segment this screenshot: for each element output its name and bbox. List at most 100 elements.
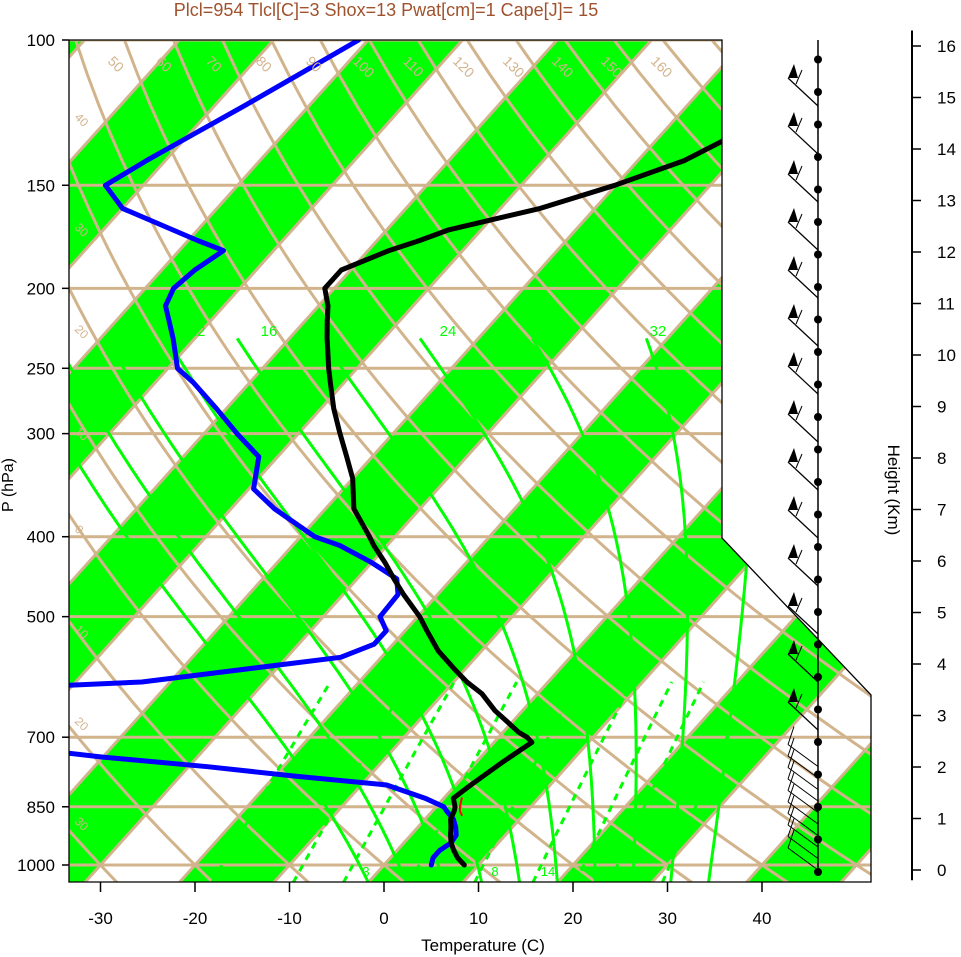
wind-barb-shaft — [787, 269, 819, 299]
wind-barb-flag — [795, 405, 803, 421]
pressure-tick-label: 100 — [27, 31, 55, 50]
x-axis-title: Temperature (C) — [421, 936, 545, 955]
temperature-tick-label: 30 — [658, 909, 677, 928]
isotherm-label-left: 40 — [72, 110, 92, 130]
mixing-ratio-line — [210, 681, 332, 882]
moist-adiabat-line — [69, 337, 408, 882]
wind-barb-pennant — [788, 352, 798, 366]
wind-barb-pennant — [788, 64, 798, 78]
temperature-band — [557, 40, 871, 882]
y-axis-title: P (hPa) — [0, 458, 17, 512]
wind-level-dot — [814, 315, 822, 324]
height-tick-label: 6 — [937, 552, 946, 571]
moist-adiabat-line — [644, 337, 689, 882]
wind-barb-pennant — [788, 544, 798, 558]
wind-barb-shaft — [787, 605, 819, 635]
wind-barb-shaft — [787, 173, 819, 203]
wind-level-dot — [814, 478, 822, 486]
parcel-path — [458, 797, 463, 817]
isotherm-label-right: 10 — [729, 336, 754, 361]
wind-barb-shaft — [787, 653, 819, 683]
temperature-band — [746, 40, 871, 882]
dewpoint-profile — [69, 40, 459, 868]
wind-barb-shaft — [787, 778, 819, 802]
wind-profile — [787, 40, 822, 876]
height-tick-label: 11 — [937, 295, 955, 314]
dry-adiabat-line — [269, 40, 871, 882]
wind-level-dot — [814, 348, 822, 356]
wind-level-dot — [814, 575, 822, 584]
wind-barb-pennant — [788, 496, 798, 510]
isotherm-label-right: 30 — [729, 116, 754, 141]
pressure-tick-label: 200 — [27, 279, 55, 298]
wind-barb-flag — [795, 357, 803, 373]
pressure-tick-label: 150 — [27, 176, 55, 195]
isotherm-label-top: 50 — [105, 53, 127, 75]
dry-adiabat-line — [367, 40, 871, 882]
isotherm-label-top: 120 — [450, 53, 478, 81]
isotherm-line — [69, 40, 748, 882]
wind-barb-flag — [795, 597, 803, 613]
moist-adiabat-line — [105, 337, 446, 882]
wind-barb-pennant — [788, 448, 798, 462]
wind-level-dot — [814, 413, 822, 421]
moist-adiabat-line — [418, 337, 597, 882]
wind-level-dot — [814, 120, 822, 129]
isotherm-line — [83, 40, 842, 882]
height-tick-label: 14 — [937, 140, 956, 159]
mixing-ratio-line — [473, 681, 579, 882]
wind-barb-pennant — [788, 160, 798, 174]
dry-adiabat-line — [69, 40, 598, 882]
dry-adiabat-line — [172, 40, 871, 882]
isotherm-label-right: 30 — [847, 641, 872, 666]
temperature-profile — [322, 40, 862, 868]
height-tick-label: 7 — [937, 501, 946, 520]
dry-adiabat-line — [69, 40, 693, 882]
pressure-tick-label: 700 — [27, 728, 55, 747]
wind-level-dot — [814, 380, 822, 389]
moist-adiabat-line — [165, 337, 484, 882]
wind-level-dot — [814, 803, 822, 811]
wind-barb-flag — [795, 309, 803, 325]
pressure-axis: 100 150 200 250 300 400 500 700 850 1000 — [17, 31, 69, 875]
dry-adiabat-line — [123, 40, 871, 882]
wind-barb-shaft — [787, 701, 819, 731]
wind-level-dot — [814, 608, 822, 616]
temperature-band — [69, 40, 652, 882]
mixing-ratio-line — [574, 681, 674, 882]
isotherm-line — [745, 40, 871, 882]
temperature-axis: -30 -20 -10 0 10 20 30 40 — [88, 882, 771, 928]
height-tick-label: 5 — [937, 604, 946, 623]
mixing-ratio-line — [291, 681, 409, 882]
wind-level-dot — [814, 868, 822, 876]
wind-barb-shaft — [787, 509, 819, 539]
pressure-tick-label: 1000 — [17, 856, 55, 875]
wind-barb-shaft — [787, 221, 819, 251]
height-tick-label: 8 — [937, 449, 946, 468]
wind-level-dot — [814, 738, 822, 746]
dry-adiabat-line — [221, 40, 871, 882]
wind-barb-shaft — [787, 317, 819, 347]
wind-level-dot — [814, 445, 822, 454]
wind-barb-shaft — [787, 365, 819, 395]
moist-adiabat-label: 24 — [440, 323, 457, 340]
wind-level-dot — [814, 640, 822, 649]
mixing-ratio-line — [531, 681, 634, 882]
pressure-tick-label: 250 — [27, 359, 55, 378]
isotherm-line — [69, 40, 653, 882]
wind-barb-flag — [795, 645, 803, 661]
wind-level-dot — [814, 835, 822, 844]
moist-adiabat-label: 16 — [261, 323, 278, 340]
height-tick-label: 2 — [937, 758, 946, 777]
dry-adiabat-line — [416, 40, 871, 882]
wind-barb-flag — [795, 165, 803, 181]
wind-barb-shaft — [787, 801, 819, 825]
wind-barb-flag — [795, 213, 803, 229]
height-tick-label: 13 — [937, 192, 956, 211]
wind-barb-flag — [795, 117, 803, 133]
chart-title: Plcl=954 Tlcl[C]=3 Shox=13 Pwat[cm]=1 Ca… — [174, 0, 598, 20]
height-tick-label: 4 — [937, 655, 946, 674]
wind-barb-shaft — [787, 744, 819, 767]
